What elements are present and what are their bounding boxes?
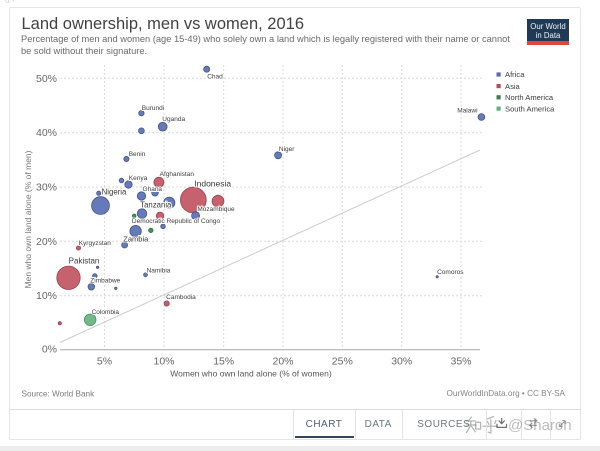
svg-text:10%: 10% [153, 356, 174, 368]
svg-text:Asia: Asia [505, 82, 521, 91]
svg-text:Indonesia: Indonesia [194, 178, 231, 188]
svg-text:5%: 5% [97, 356, 112, 368]
svg-text:20%: 20% [36, 236, 57, 248]
svg-text:Tanzania: Tanzania [140, 200, 172, 209]
svg-text:Ghana: Ghana [143, 186, 163, 193]
svg-text:Men who own land alone (% of m: Men who own land alone (% of men) [23, 150, 33, 288]
svg-text:North America: North America [505, 93, 554, 102]
svg-text:35%: 35% [450, 356, 471, 368]
svg-text:Zambia: Zambia [123, 235, 149, 244]
svg-text:Namibia: Namibia [147, 268, 171, 275]
svg-text:20%: 20% [272, 356, 293, 368]
svg-text:South America: South America [505, 104, 555, 113]
svg-text:Chad: Chad [207, 74, 223, 81]
svg-text:Democratic Republic of Congo: Democratic Republic of Congo [132, 218, 221, 225]
svg-text:Zimbabwe: Zimbabwe [90, 278, 120, 285]
svg-text:OurWorldInData.org • CC BY-SA: OurWorldInData.org • CC BY-SA [447, 389, 566, 398]
svg-text:30%: 30% [391, 356, 412, 368]
svg-text:10%: 10% [36, 290, 57, 302]
svg-text:Africa: Africa [505, 70, 525, 79]
svg-text:Comoros: Comoros [437, 269, 464, 276]
svg-text:Uganda: Uganda [162, 116, 185, 123]
svg-text:Mozambique: Mozambique [197, 206, 235, 213]
svg-text:Source: World Bank: Source: World Bank [22, 390, 96, 399]
svg-text:Colombia: Colombia [92, 309, 120, 316]
svg-text:Kyrgyzstan: Kyrgyzstan [79, 240, 112, 247]
svg-text:50%: 50% [36, 73, 57, 85]
svg-text:Benin: Benin [129, 151, 146, 158]
svg-text:40%: 40% [36, 127, 57, 139]
svg-text:Niger: Niger [279, 146, 295, 153]
svg-text:Cambodia: Cambodia [166, 294, 196, 301]
svg-text:0%: 0% [42, 344, 57, 356]
svg-text:Burundi: Burundi [142, 105, 164, 112]
svg-text:Nigeria: Nigeria [102, 188, 127, 197]
svg-text:Afghanistan: Afghanistan [160, 171, 195, 178]
svg-text:Women who own land alone (% of: Women who own land alone (% of women) [170, 369, 332, 379]
svg-text:30%: 30% [36, 182, 57, 194]
svg-text:Pakistan: Pakistan [69, 257, 100, 266]
svg-text:Kenya: Kenya [129, 175, 148, 182]
svg-text:15%: 15% [213, 356, 234, 368]
svg-text:25%: 25% [332, 356, 353, 368]
svg-text:Malawi: Malawi [457, 107, 477, 114]
